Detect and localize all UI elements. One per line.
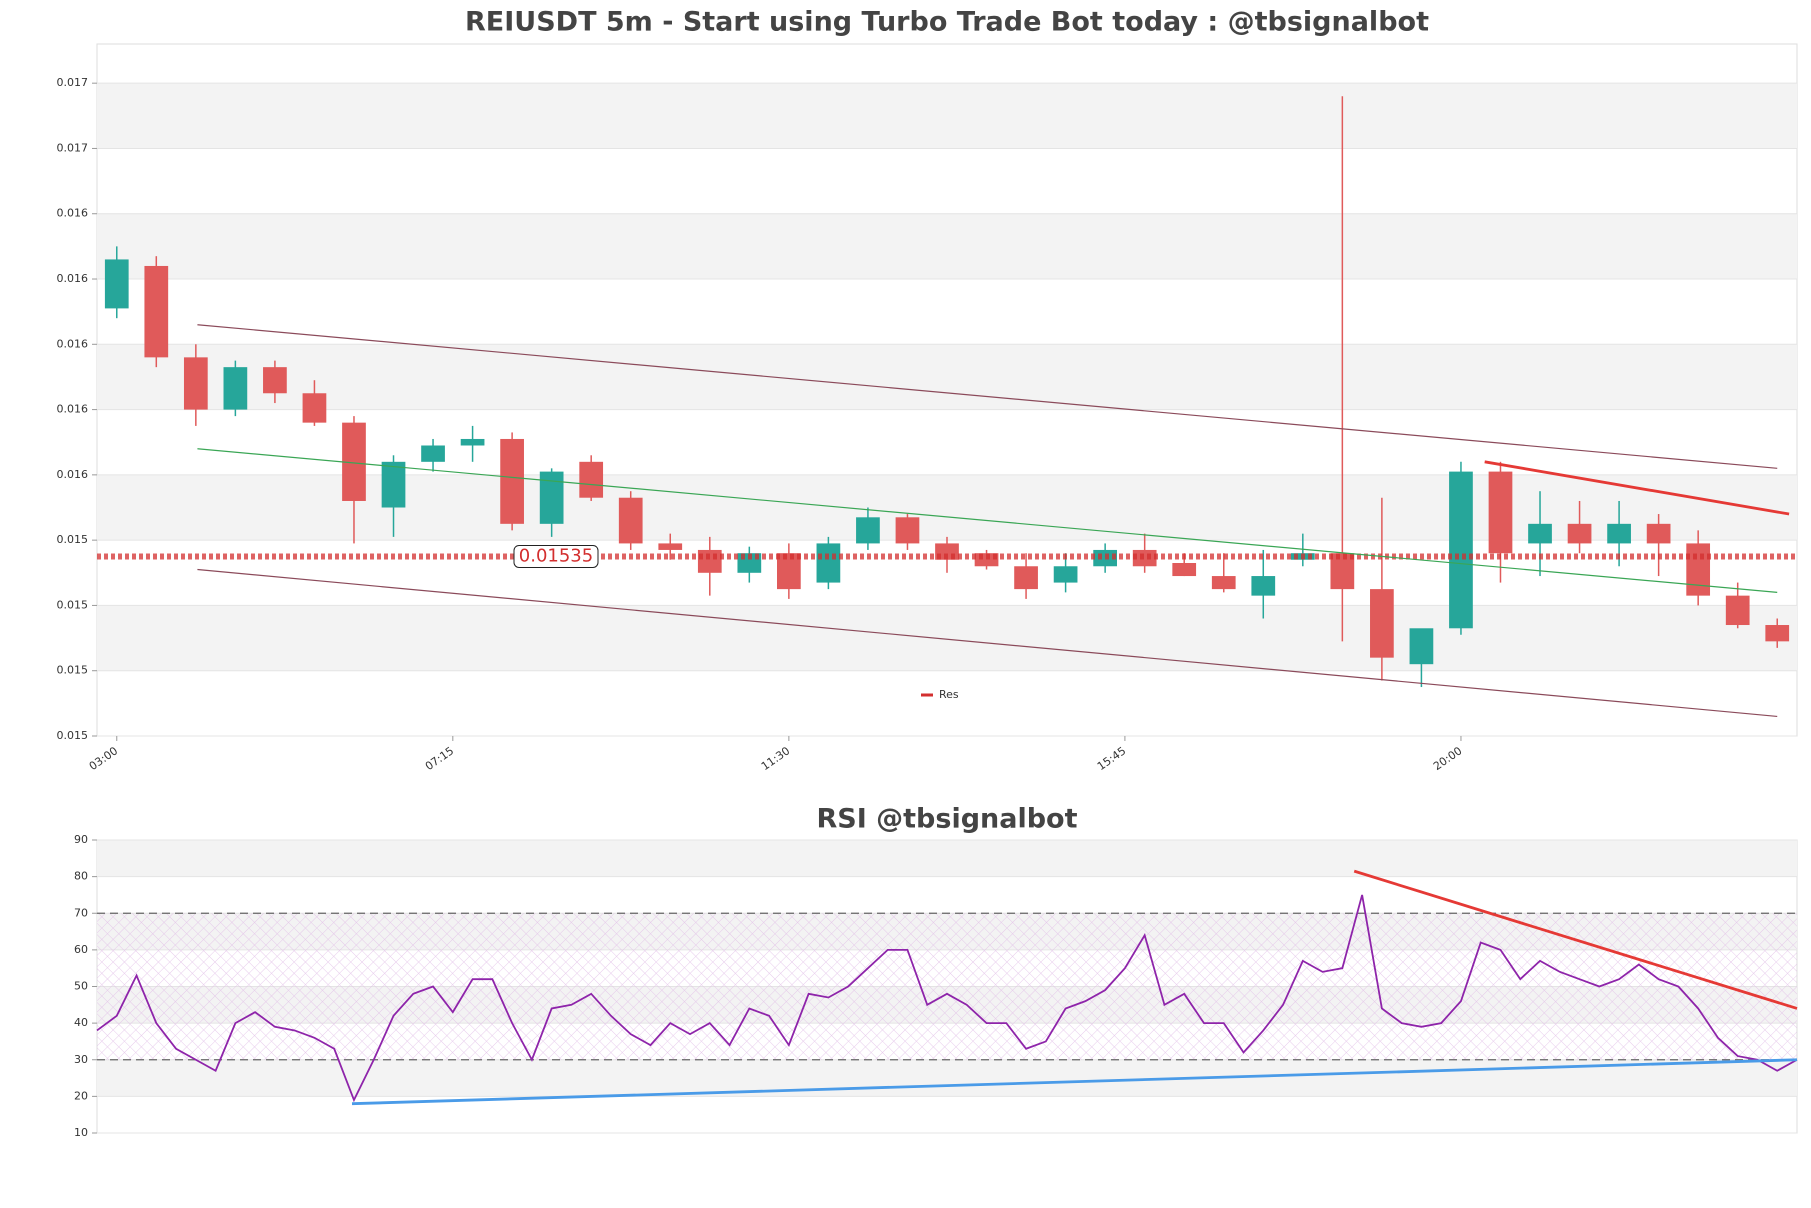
candle-body — [816, 543, 841, 583]
y-tick-label: 0.016 — [57, 337, 89, 350]
candle-body — [1211, 576, 1236, 590]
candle-body — [856, 517, 880, 544]
y-tick-label: 10 — [74, 1126, 88, 1139]
x-tick-label: 03:00 — [87, 744, 120, 773]
x-tick-label: 11:30 — [759, 744, 792, 773]
candle-body — [618, 497, 643, 544]
candle-body — [1251, 576, 1276, 596]
candle-body — [1172, 563, 1197, 577]
grid-band — [97, 474, 1797, 541]
candle-body — [223, 367, 248, 410]
candle-body — [1607, 523, 1631, 544]
y-tick-label: 0.015 — [57, 664, 89, 677]
candle-body — [342, 422, 366, 501]
y-tick-label: 0.016 — [57, 207, 89, 220]
y-tick-label: 20 — [74, 1089, 88, 1102]
trend-line — [197, 568, 1778, 718]
candle-body — [381, 461, 406, 508]
y-tick-label: 70 — [74, 906, 88, 919]
rsi-line — [96, 894, 1798, 1103]
candle-body — [183, 357, 208, 410]
y-tick-label: 0.017 — [57, 76, 89, 89]
trend-line — [1484, 460, 1790, 516]
grid-band — [97, 840, 1797, 877]
candle-body — [658, 543, 683, 550]
candle-body — [1567, 523, 1592, 544]
y-tick-label: 90 — [74, 833, 88, 846]
grid-band — [97, 83, 1797, 149]
y-tick-label: 0.015 — [57, 729, 89, 742]
candle-body — [539, 471, 564, 524]
trend-line — [197, 324, 1778, 469]
candle-body — [1765, 625, 1790, 642]
price-label: 0.01535 — [519, 545, 593, 566]
candle-body — [1686, 543, 1711, 596]
price-label-box — [513, 544, 599, 568]
candle-body — [460, 438, 485, 446]
y-tick-label: 0.016 — [57, 468, 89, 481]
candle-body — [421, 445, 445, 462]
candle-body — [579, 461, 604, 498]
candle-body — [777, 553, 801, 590]
candle-body — [263, 367, 287, 394]
trend-line — [1353, 869, 1798, 1010]
y-tick-label: 40 — [74, 1016, 88, 1029]
x-tick-label: 15:45 — [1095, 744, 1128, 773]
y-tick-label: 0.015 — [57, 598, 89, 611]
chart-title: RSI @tbsignalbot — [816, 804, 1077, 835]
candle-body — [1014, 566, 1038, 590]
candle-body — [144, 265, 169, 358]
candle-body — [1409, 628, 1434, 665]
candle-body — [104, 259, 129, 309]
candle-body — [1330, 553, 1355, 590]
candle-body — [697, 549, 722, 573]
candle-body — [895, 517, 920, 544]
grid-band — [97, 605, 1797, 671]
y-tick-label: 0.016 — [57, 403, 89, 416]
candle-body — [1053, 566, 1078, 583]
legend-label: Res — [939, 688, 959, 701]
rsi-band — [97, 913, 1797, 1060]
grid-band — [97, 1059, 1797, 1097]
y-tick-label: 60 — [74, 943, 88, 956]
y-tick-label: 50 — [74, 980, 88, 993]
grid-band — [97, 344, 1797, 410]
y-tick-label: 80 — [74, 870, 88, 883]
candle-body — [1725, 595, 1750, 626]
candle-body — [1370, 589, 1394, 658]
trend-line — [351, 1058, 1798, 1106]
candle-body — [500, 438, 524, 524]
candle-body — [1488, 471, 1513, 554]
y-tick-label: 30 — [74, 1053, 88, 1066]
y-tick-label: 0.015 — [57, 533, 89, 546]
candle-body — [1528, 523, 1552, 544]
trend-line — [197, 448, 1778, 593]
y-tick-label: 0.016 — [57, 272, 89, 285]
x-tick-label: 20:00 — [1431, 744, 1464, 773]
chart-title: REIUSDT 5m - Start using Turbo Trade Bot… — [465, 7, 1429, 38]
grid-band — [97, 213, 1797, 280]
x-tick-label: 07:15 — [423, 744, 456, 773]
candle-body — [302, 393, 327, 423]
candle-body — [1646, 523, 1671, 544]
candle-body — [1449, 471, 1473, 629]
y-tick-label: 0.017 — [57, 141, 89, 154]
